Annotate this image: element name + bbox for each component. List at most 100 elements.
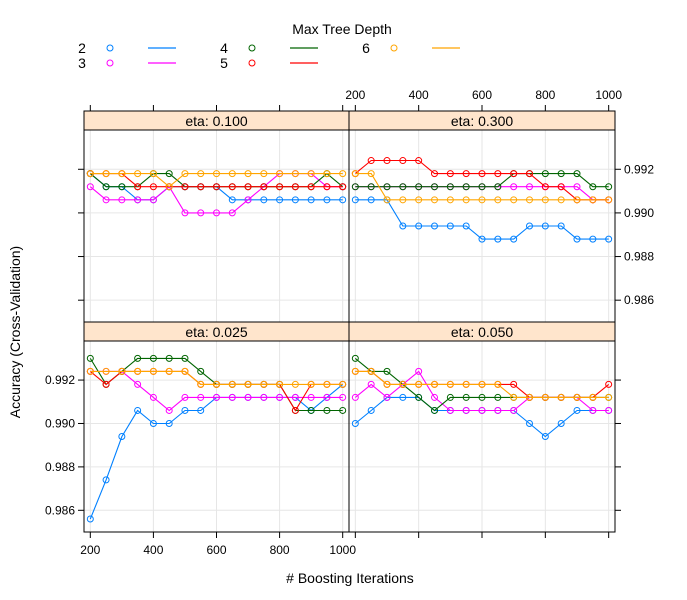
data-point xyxy=(323,170,331,178)
data-point xyxy=(431,393,438,401)
data-point xyxy=(291,196,299,204)
data-point xyxy=(260,170,268,178)
y-tick-label-right: 0.986 xyxy=(624,293,654,307)
data-point xyxy=(244,393,252,401)
data-point xyxy=(510,170,518,178)
x-tick-label-top: 400 xyxy=(409,88,429,102)
data-point xyxy=(573,235,581,243)
series-6 xyxy=(351,170,613,204)
data-point xyxy=(228,196,236,204)
data-point xyxy=(383,157,391,165)
data-point xyxy=(197,367,205,375)
data-point xyxy=(307,170,315,178)
data-point xyxy=(526,393,533,401)
data-point xyxy=(276,196,284,204)
data-point xyxy=(134,354,142,362)
series-6 xyxy=(86,367,347,388)
data-point xyxy=(102,183,110,191)
data-point xyxy=(431,406,438,414)
data-point xyxy=(541,222,549,230)
data-point xyxy=(181,406,189,414)
data-point xyxy=(276,393,284,401)
data-point xyxy=(605,235,613,243)
data-point xyxy=(573,196,581,204)
data-point xyxy=(351,183,359,191)
data-point xyxy=(494,380,502,388)
data-point xyxy=(165,406,173,414)
data-point xyxy=(526,419,533,427)
data-point xyxy=(446,380,454,388)
data-point xyxy=(197,393,205,401)
data-point xyxy=(134,367,142,375)
y-tick-label-right: 0.988 xyxy=(624,250,654,264)
data-point xyxy=(86,354,94,362)
data-point xyxy=(367,157,375,165)
data-point xyxy=(605,196,613,204)
data-point xyxy=(323,380,331,388)
series-6 xyxy=(351,367,613,401)
data-point xyxy=(118,170,126,178)
data-point xyxy=(134,196,142,204)
x-tick-label-top: 1000 xyxy=(595,88,622,102)
series-line-6 xyxy=(90,173,343,188)
data-point xyxy=(367,367,375,375)
data-point xyxy=(86,183,94,191)
series-2 xyxy=(351,196,613,243)
data-point xyxy=(415,393,423,401)
data-point xyxy=(462,222,470,230)
data-point xyxy=(181,367,189,375)
data-point xyxy=(415,380,423,388)
data-point xyxy=(431,196,438,204)
data-point xyxy=(510,406,518,414)
data-point xyxy=(541,433,549,440)
legend: Max Tree Depth 23 45 6 xyxy=(78,21,460,71)
series-line-5 xyxy=(354,159,609,201)
data-point xyxy=(165,419,173,427)
x-tick-label: 600 xyxy=(206,543,226,557)
data-point xyxy=(415,183,423,191)
data-point xyxy=(446,222,454,230)
data-point xyxy=(276,183,284,191)
data-point xyxy=(213,170,220,178)
data-point xyxy=(291,380,299,388)
data-point xyxy=(557,196,565,204)
y-tick-label-right: 0.990 xyxy=(624,206,654,220)
y-tick-label: 0.988 xyxy=(45,460,75,474)
data-point xyxy=(307,406,315,414)
data-point xyxy=(399,183,407,191)
data-point xyxy=(431,380,438,388)
data-point xyxy=(431,183,438,191)
data-point xyxy=(213,380,220,388)
data-point xyxy=(367,183,375,191)
data-point xyxy=(446,196,454,204)
data-point xyxy=(181,209,189,217)
data-point xyxy=(260,183,268,191)
data-point xyxy=(149,393,157,401)
data-point xyxy=(573,406,581,414)
data-point xyxy=(339,380,347,388)
data-point xyxy=(478,393,486,401)
data-point xyxy=(478,183,486,191)
legend-marker xyxy=(390,44,398,52)
data-point xyxy=(351,354,359,362)
data-point xyxy=(526,170,533,178)
legend-marker xyxy=(248,59,256,67)
panel-title: eta: 0.050 xyxy=(451,324,513,340)
data-point xyxy=(383,196,391,204)
data-point xyxy=(462,196,470,204)
data-point xyxy=(510,183,518,191)
data-point xyxy=(541,393,549,401)
data-point xyxy=(351,419,359,427)
legend-entry-6: 6 xyxy=(362,40,460,56)
data-point xyxy=(510,196,518,204)
data-point xyxy=(244,196,252,204)
data-point xyxy=(557,393,565,401)
data-point xyxy=(462,170,470,178)
data-point xyxy=(181,354,189,362)
data-point xyxy=(478,170,486,178)
data-point xyxy=(244,183,252,191)
data-point xyxy=(605,380,613,388)
data-point xyxy=(415,157,423,165)
legend-label: 5 xyxy=(220,55,228,71)
